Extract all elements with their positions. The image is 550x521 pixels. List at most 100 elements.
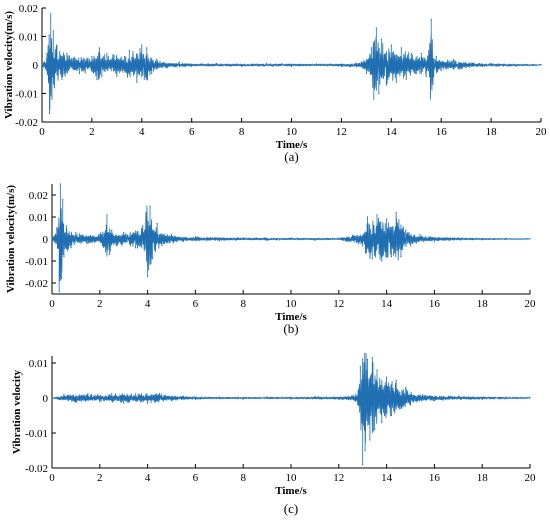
data-point [390,44,392,46]
y-tick-label: 0.01 [29,358,48,370]
x-tick-label: 4 [139,126,145,138]
data-point [419,234,421,236]
data-point [101,75,103,77]
data-point [111,392,113,395]
data-point [99,400,101,403]
data-point [142,225,144,227]
data-point [182,240,185,242]
data-point [433,240,435,242]
x-tick-label: 8 [239,126,245,138]
data-point [352,394,354,396]
panel-caption: (a) [284,149,298,164]
data-point [106,214,108,216]
panel-caption: (c) [284,501,298,516]
data-point [156,58,158,60]
data-point [218,240,220,242]
data-point [490,62,492,64]
data-point [143,78,145,80]
data-point [381,421,383,424]
x-tick-label: 10 [286,298,298,310]
data-point [409,245,412,247]
data-point [141,44,143,46]
x-tick-label: 16 [436,126,448,138]
data-point [51,98,53,100]
data-point [290,237,292,239]
data-point [63,393,65,396]
data-point [505,396,507,398]
data-point [56,44,58,46]
data-point [457,395,459,397]
y-axis-title: Vibration velocity(m/s) [3,11,15,119]
y-tick-label: -0.02 [15,117,38,129]
data-point [136,81,138,83]
data-point [191,65,193,68]
x-tick-label: 14 [381,472,393,484]
data-point [453,58,455,60]
data-point [360,61,362,63]
x-tick-label: 20 [525,472,537,484]
data-point [410,53,412,55]
x-tick-label: 20 [525,298,537,310]
data-point [505,237,507,239]
data-point [440,70,442,72]
data-point [405,386,407,389]
data-point [373,98,375,100]
y-tick-label: -0.02 [25,463,48,475]
data-point [151,72,153,75]
x-tick-label: 0 [49,298,55,310]
x-tick-label: 8 [240,472,246,484]
data-point [395,379,397,382]
x-tick-label: 10 [286,472,298,484]
data-point [435,55,437,58]
data-point [91,55,93,58]
series-line [51,352,531,465]
y-tick-label: 0 [43,234,49,246]
data-point [376,214,378,216]
data-point [405,78,407,80]
data-point [481,239,483,241]
x-tick-label: 14 [386,126,398,138]
x-tick-label: 18 [477,298,489,310]
x-tick-label: 0 [49,472,55,484]
x-axis-title: Time/s [275,485,307,497]
x-tick-label: 16 [429,298,441,310]
data-point [53,87,56,89]
x-tick-label: 18 [486,126,498,138]
data-point [70,247,72,249]
data-point [338,237,340,239]
x-tick-label: 8 [240,298,246,310]
y-tick-label: -0.01 [25,428,48,440]
data-point [41,64,43,66]
data-point [87,242,89,244]
data-point [48,112,51,115]
data-point [290,65,293,68]
data-point [314,396,316,398]
y-tick-label: 0.02 [29,190,48,202]
data-point [156,223,158,225]
x-tick-label: 16 [429,472,441,484]
data-point [390,256,392,258]
data-point [433,400,435,402]
x-tick-label: 2 [97,298,103,310]
data-point [415,72,417,75]
data-point [115,245,118,247]
x-tick-label: 6 [189,126,195,138]
chart-panel-3: 0 2 4 6 8 10 12 14 16 18 20 -0.02 -0.01 0 0.01 Time/s Vi… [11,352,537,516]
data-point [433,75,435,77]
data-point [178,61,180,63]
x-tick-label: 6 [193,472,199,484]
x-axis-title: Time/s [275,311,307,323]
data-point [123,402,125,404]
x-tick-label: 12 [336,126,347,138]
data-point [366,216,369,218]
data-point [340,65,342,68]
data-point [369,439,371,441]
data-point [380,38,382,40]
data-point [371,258,373,260]
data-point [149,205,151,207]
data-point [405,229,407,231]
data-point [158,392,161,395]
data-point [51,397,53,399]
y-tick-label: -0.01 [15,89,38,101]
data-point [381,260,383,262]
